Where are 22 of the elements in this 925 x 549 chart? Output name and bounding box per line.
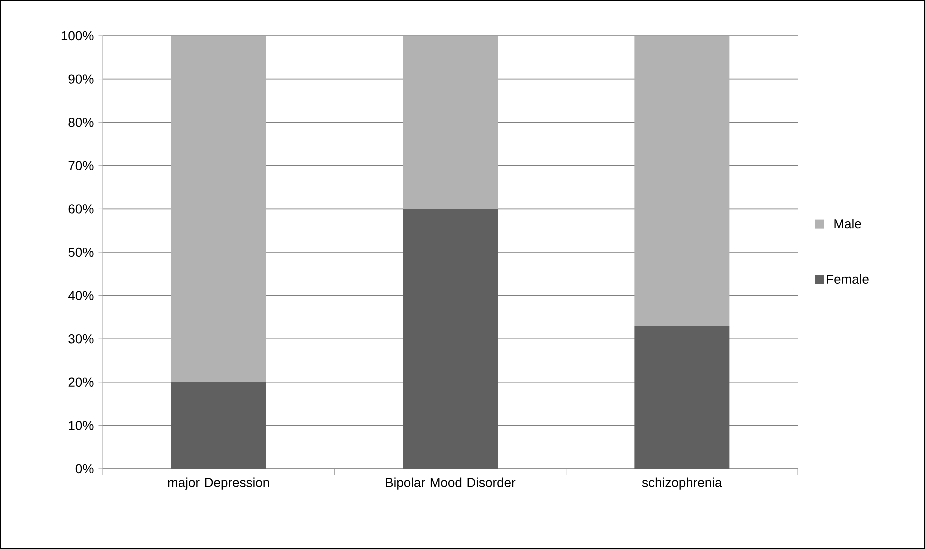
y-tick-label: 10% [69, 421, 94, 430]
bar [171, 382, 266, 469]
bar [403, 209, 498, 469]
y-tick-label: 0% [76, 464, 94, 474]
bar [171, 36, 266, 382]
y-tick-label: 60% [68, 204, 94, 214]
legend-label: Female [827, 274, 869, 284]
y-tick-label: 50% [68, 248, 94, 258]
x-tick-label: major Depression [168, 478, 270, 490]
x-tick-label: Bipolar Mood Disorder [386, 478, 516, 490]
x-tick-label: schizophrenia [642, 478, 722, 490]
y-tick-label: 20% [68, 378, 94, 387]
y-tick-label: 90% [68, 74, 94, 84]
y-tick-label: 40% [68, 291, 94, 300]
bar [634, 36, 730, 326]
y-tick-label: 30% [68, 334, 94, 344]
y-tick-label: 70% [68, 161, 94, 170]
y-tick-label: 100% [62, 31, 94, 41]
y-tick-label: 80% [68, 118, 94, 128]
legend-label: Male [834, 219, 862, 229]
bar [403, 36, 498, 210]
bar [634, 326, 730, 469]
